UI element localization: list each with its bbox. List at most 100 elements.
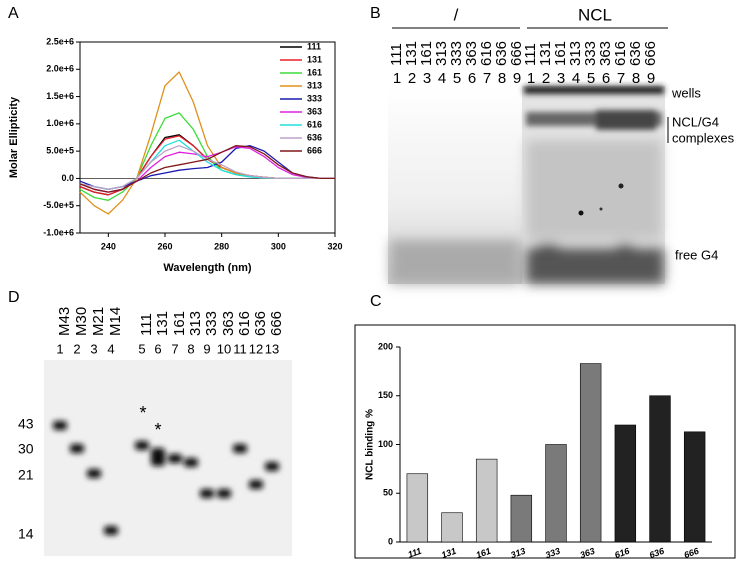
lane-number: 3 <box>557 70 565 87</box>
marker-label: 30 <box>18 441 34 457</box>
lane-label: 313 <box>567 41 584 66</box>
y-tick-label: 1.5e+6 <box>46 91 74 101</box>
annotation: NCL/G4 <box>672 114 719 129</box>
y-tick-label: 50 <box>383 488 393 498</box>
lane-number: 9 <box>513 70 521 87</box>
lane-label: 666 <box>642 41 659 66</box>
lane-number: 6 <box>468 70 476 87</box>
x-tick-label: 240 <box>101 241 116 251</box>
lane-label: 131 <box>154 311 171 336</box>
legend-label: 313 <box>307 80 322 90</box>
lane-label: 161 <box>418 41 435 66</box>
marker-label: 14 <box>18 526 34 542</box>
lane-label: M21 <box>90 307 107 336</box>
lane-label: 666 <box>268 311 285 336</box>
lane-label: 636 <box>627 41 644 66</box>
plot-frame <box>79 41 336 234</box>
lane-number: 12 <box>249 341 263 356</box>
lane-label: 111 <box>522 43 539 66</box>
lane-number: 8 <box>498 70 506 87</box>
gel-band <box>249 480 263 489</box>
y-axis-label: Molar Ellipticity <box>8 96 20 178</box>
annotation-star: * <box>139 403 146 423</box>
lane-label: 313 <box>433 41 450 66</box>
y-tick-label: 0.0 <box>61 173 74 183</box>
gel-band <box>104 526 118 535</box>
lane-label: 161 <box>552 41 569 66</box>
gel-band <box>233 444 247 453</box>
lane-label: 131 <box>403 41 420 66</box>
lane-number: 7 <box>171 341 178 356</box>
lane-number: 9 <box>647 70 655 87</box>
lane-number: 11 <box>233 341 247 356</box>
lane-number: 9 <box>203 341 210 356</box>
lane-label: 616 <box>612 41 629 66</box>
lane-label: 161 <box>171 311 188 336</box>
legend-label: 666 <box>307 145 322 155</box>
lane-label: 131 <box>537 41 554 66</box>
x-tick-label: 300 <box>271 241 286 251</box>
gel-band <box>70 444 84 453</box>
panel-label: B <box>370 5 381 22</box>
series-line <box>79 145 335 190</box>
gel-band <box>200 489 214 498</box>
lane-label: M30 <box>73 307 90 336</box>
panel-c-frame <box>354 324 736 559</box>
lane-number: 1 <box>56 341 63 356</box>
lane-number: 13 <box>265 341 279 356</box>
annotation: complexes <box>672 130 735 145</box>
gel-band <box>135 441 149 450</box>
y-tick-label: 150 <box>378 390 393 400</box>
lane-number: 7 <box>617 70 625 87</box>
gel-band <box>151 448 165 466</box>
lane-number: 1 <box>527 70 535 87</box>
bar <box>441 512 463 543</box>
lane-number: 6 <box>154 341 161 356</box>
lane-number: 5 <box>587 70 595 87</box>
gel-band <box>217 489 231 498</box>
lane-number: 4 <box>107 341 114 356</box>
legend-label: 636 <box>307 132 322 142</box>
lane-label: 616 <box>236 311 253 336</box>
y-axis-label: NCL binding % <box>365 409 376 480</box>
lane-label: 313 <box>187 311 204 336</box>
x-tick-label: 313 <box>509 546 527 561</box>
x-tick-label: 320 <box>327 241 342 251</box>
lane-label: 636 <box>493 41 510 66</box>
group-label: / <box>454 5 459 24</box>
x-tick-label: 111 <box>407 546 423 560</box>
panel-label: A <box>8 5 19 22</box>
lane-label: 363 <box>463 41 480 66</box>
y-tick-label: 1.0e+6 <box>46 118 74 128</box>
legend-label: 616 <box>307 119 322 129</box>
annotation-star: * <box>154 420 161 440</box>
lane-label: M43 <box>56 307 73 336</box>
lane-number: 8 <box>187 341 194 356</box>
gel-image-b <box>388 27 669 284</box>
bar <box>579 363 602 543</box>
bar <box>649 395 671 543</box>
annotation: wells <box>671 85 701 100</box>
gel-band <box>265 462 279 471</box>
lane-label: 636 <box>252 311 269 336</box>
gel-image-d <box>44 360 292 556</box>
lane-label: 333 <box>448 41 465 66</box>
lane-label: 363 <box>597 41 614 66</box>
bar <box>683 431 706 543</box>
y-tick-label: 0 <box>388 536 393 546</box>
series-line <box>79 139 335 190</box>
lane-label: 363 <box>220 311 237 336</box>
lane-number: 8 <box>632 70 640 87</box>
x-tick-label: 131 <box>440 546 458 561</box>
gel-band <box>87 469 101 478</box>
y-tick-label: -5.0e+5 <box>43 200 74 210</box>
lane-label: 111 <box>138 313 155 336</box>
lane-number: 5 <box>453 70 461 87</box>
bar <box>614 424 637 543</box>
lane-label: 333 <box>203 311 220 336</box>
panel-label: C <box>370 293 382 310</box>
gel-band <box>184 458 198 467</box>
series-line <box>79 71 335 215</box>
y-tick-label: 100 <box>378 439 393 449</box>
